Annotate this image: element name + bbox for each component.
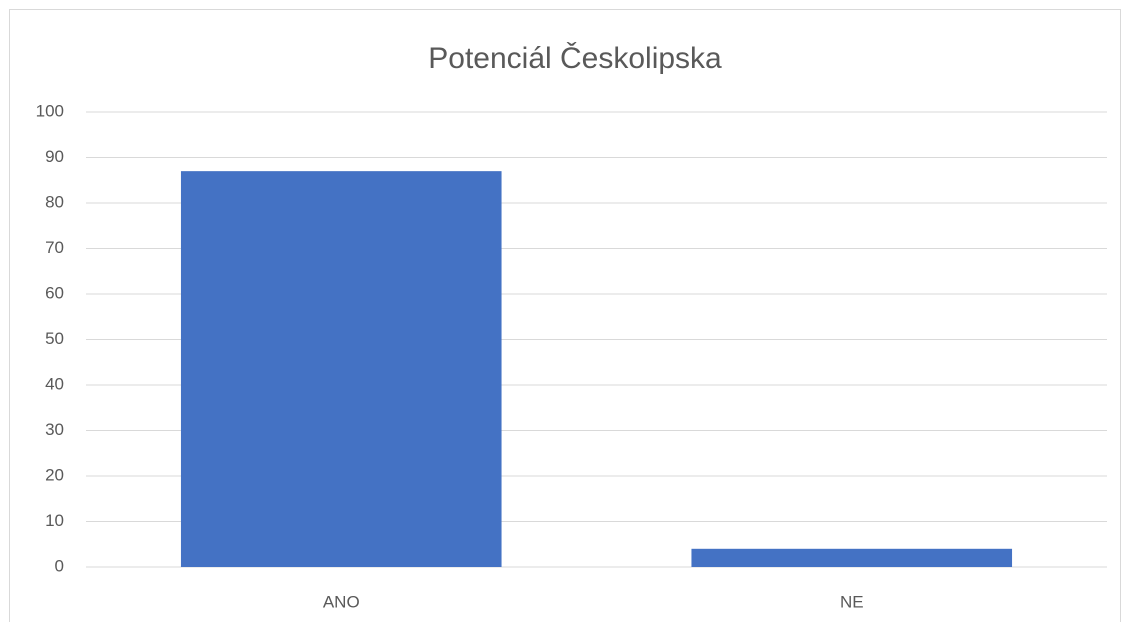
- y-tick-label: 20: [45, 465, 64, 484]
- y-tick-label: 80: [45, 192, 64, 211]
- y-tick-label: 60: [45, 283, 64, 302]
- x-tick-label: ANO: [323, 592, 360, 611]
- x-tick-label: NE: [840, 592, 864, 611]
- y-tick-label: 100: [36, 101, 64, 120]
- bar: [180, 171, 502, 567]
- y-tick-label: 90: [45, 147, 64, 166]
- bar: [691, 548, 1013, 567]
- chart-title: Potenciál Českolipska: [428, 41, 722, 75]
- y-tick-label: 70: [45, 238, 64, 257]
- y-tick-label: 0: [55, 556, 64, 575]
- y-tick-label: 40: [45, 374, 64, 393]
- chart-border: [9, 9, 1121, 622]
- y-tick-label: 30: [45, 420, 64, 439]
- y-tick-label: 10: [45, 511, 64, 530]
- y-tick-label: 50: [45, 329, 64, 348]
